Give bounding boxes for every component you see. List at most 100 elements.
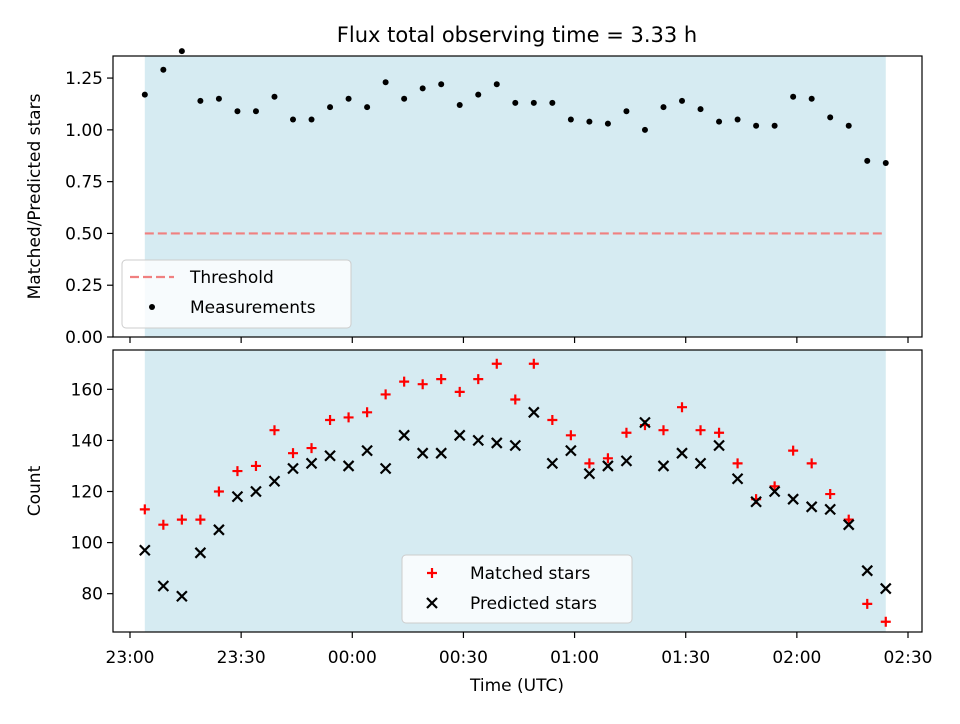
- legend-predicted-swatch: [426, 597, 438, 609]
- measurement-point: [345, 95, 352, 102]
- predicted-star-point: [435, 447, 447, 459]
- measurement-point: [586, 118, 593, 125]
- measurement-point: [456, 102, 463, 108]
- measurement-point: [271, 93, 278, 100]
- matched-star-point: [584, 458, 595, 469]
- predicted-star-point: [176, 590, 188, 603]
- matched-star-point: [343, 412, 354, 423]
- matched-star-point: [288, 448, 299, 459]
- predicted-star-point: [361, 444, 373, 457]
- matched-star-point: [158, 519, 169, 530]
- measurement-point: [438, 81, 445, 88]
- x-axis-label: Time (UTC): [469, 676, 564, 696]
- y-tick-label: 80: [81, 585, 103, 605]
- y-tick-label: 0.75: [65, 173, 103, 193]
- predicted-star-point: [805, 501, 818, 513]
- bottom-legend-box: [401, 554, 633, 624]
- matched-star-point: [565, 430, 576, 441]
- predicted-star-point: [713, 439, 725, 452]
- predicted-star-point: [342, 460, 355, 472]
- y-tick-label: 160: [71, 380, 103, 400]
- matched-star-point: [213, 486, 224, 497]
- predicted-star-point: [583, 467, 596, 480]
- top-legend-box: [121, 259, 352, 329]
- predicted-star-point: [750, 495, 762, 508]
- measurement-point: [512, 99, 519, 106]
- measurement-point: [567, 116, 574, 123]
- measurement-point: [160, 66, 167, 73]
- measurement-point: [845, 122, 852, 129]
- measurement-point: [530, 99, 537, 106]
- measurement-point: [141, 91, 148, 98]
- matched-star-point: [380, 389, 391, 400]
- measurement-point: [327, 104, 334, 111]
- x-tick-label: 01:00: [550, 648, 599, 668]
- y-axis-label: Matched/Predicted stars: [25, 93, 45, 299]
- measurement-point: [753, 122, 760, 129]
- matched-star-point: [436, 374, 447, 385]
- predicted-star-point: [213, 524, 225, 536]
- measurement-point: [660, 104, 667, 111]
- y-tick-label: 1.25: [65, 69, 103, 89]
- matched-star-point: [658, 425, 669, 436]
- matched-star-point: [528, 358, 539, 369]
- measurement-point: [808, 95, 815, 102]
- matched-star-point: [195, 514, 206, 525]
- y-tick-label: 100: [71, 534, 103, 554]
- predicted-star-point: [824, 503, 836, 516]
- matched-star-point: [139, 504, 150, 515]
- matched-star-point: [862, 598, 873, 609]
- matched-star-point: [547, 414, 558, 425]
- matched-star-point: [399, 376, 410, 387]
- top-panel: 0.00 0.25 0.50 0.75 1.00 1.25 Matched/Predicte…: [25, 48, 923, 348]
- matched-star-point: [714, 427, 725, 438]
- measurement-point: [234, 108, 241, 115]
- matched-star-point: [417, 379, 428, 390]
- measurement-point: [716, 118, 723, 125]
- legend-measurement-swatch: [149, 304, 155, 310]
- predicted-star-point: [231, 490, 244, 503]
- x-tick-label: 23:00: [106, 648, 155, 668]
- matched-star-point: [621, 427, 632, 438]
- measurement-point: [549, 99, 556, 106]
- matched-star-point: [306, 443, 317, 454]
- x-tick-label: 23:30: [217, 648, 266, 668]
- matched-star-point: [454, 386, 465, 397]
- y-axis-label: Count: [25, 465, 45, 516]
- measurement-point: [790, 93, 797, 100]
- matched-star-point: [510, 394, 521, 405]
- predicted-star-point: [305, 457, 318, 470]
- predicted-star-point: [287, 462, 299, 475]
- predicted-star-point: [528, 406, 540, 419]
- matched-star-point: [473, 374, 484, 385]
- predicted-star-point: [861, 564, 874, 577]
- measurement-point: [419, 85, 426, 92]
- measurement-point: [604, 120, 611, 127]
- predicted-star-point: [546, 457, 559, 470]
- matched-star-point: [325, 414, 336, 425]
- measurement-point: [215, 95, 222, 102]
- legend-threshold-label: Threshold: [189, 268, 274, 288]
- predicted-star-point: [157, 580, 170, 592]
- matched-star-point: [769, 481, 780, 492]
- measurement-point: [382, 79, 389, 86]
- y-tick-label: 1.00: [65, 121, 103, 141]
- matched-star-point: [788, 445, 799, 456]
- predicted-star-point: [509, 439, 522, 452]
- predicted-star-point: [694, 457, 707, 470]
- x-tick-label: 02:30: [884, 648, 933, 668]
- bottom-axes-frame: [112, 349, 923, 633]
- measurement-point: [827, 114, 834, 121]
- measurement-point: [623, 108, 630, 115]
- matched-star-point: [269, 425, 280, 436]
- measurement-point: [734, 116, 741, 123]
- predicted-star-point: [676, 447, 688, 459]
- predicted-star-point: [602, 460, 614, 472]
- predicted-star-point: [250, 485, 262, 498]
- legend-matched-swatch: [427, 568, 437, 578]
- matched-star-point: [880, 616, 891, 627]
- measurement-point: [401, 95, 408, 102]
- measurement-point: [290, 116, 297, 123]
- matched-star-point: [806, 458, 817, 469]
